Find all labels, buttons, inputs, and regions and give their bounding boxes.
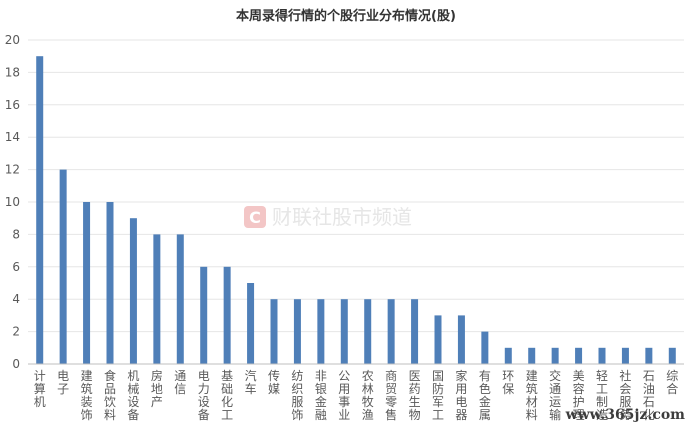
x-category-label: 房地产 <box>151 368 163 409</box>
x-category-label: 汽车 <box>245 368 257 396</box>
bar-20 <box>504 347 512 364</box>
x-category-label: 公用事业 <box>338 369 350 422</box>
y-axis-ticks: 0 2 4 6 8 10 12 14 16 18 20 <box>5 33 20 371</box>
bar-1 <box>59 169 67 364</box>
x-category-label: 传媒 <box>268 368 280 396</box>
bar-22 <box>551 347 559 364</box>
bars <box>36 56 676 364</box>
x-category-label: 有色金属 <box>479 369 491 422</box>
bar-26 <box>645 347 653 364</box>
y-tick-label: 14 <box>5 130 20 144</box>
bar-23 <box>575 347 583 364</box>
y-tick-label: 16 <box>5 98 20 112</box>
watermark-logo-letter: C <box>249 208 261 227</box>
bar-5 <box>153 234 161 364</box>
watermark-text: 财联社股市频道 <box>272 205 412 229</box>
y-tick-label: 10 <box>5 195 20 209</box>
x-category-label: 通信 <box>174 369 186 396</box>
bar-12 <box>317 299 325 364</box>
y-tick-label: 18 <box>5 65 20 79</box>
bar-0 <box>36 56 44 364</box>
x-category-label: 交通运输 <box>549 368 561 422</box>
x-category-label: 基础化工 <box>221 369 233 422</box>
watermark-logo-icon <box>244 206 266 228</box>
bar-7 <box>200 266 208 364</box>
bar-6 <box>176 234 184 364</box>
bar-24 <box>598 347 606 364</box>
x-category-label: 轻工制造 <box>596 369 608 422</box>
bar-18 <box>457 315 465 364</box>
x-category-label: 农林牧渔 <box>362 369 374 422</box>
x-category-label: 机械设备 <box>127 369 139 422</box>
x-category-label: 环保 <box>502 369 514 396</box>
x-category-label: 石油石化 <box>643 369 655 422</box>
bar-25 <box>621 347 629 364</box>
x-category-label: 商贸零售 <box>385 368 397 422</box>
x-category-label: 电子 <box>57 369 69 396</box>
x-category-label: 电力设备 <box>198 369 210 422</box>
x-axis-categories: 计算机电子建筑装饰食品饮料机械设备房地产通信电力设备基础化工汽车传媒纺织服饰非银… <box>34 368 679 422</box>
bar-21 <box>528 347 536 364</box>
x-category-label: 建筑装饰 <box>81 369 93 422</box>
x-category-label: 计算机 <box>34 369 46 409</box>
gridlines <box>28 39 684 333</box>
x-category-label: 非银金融 <box>315 369 327 422</box>
bar-2 <box>83 202 91 364</box>
chart-title: 本周录得行情的个股行业分布情况(股) <box>236 8 456 24</box>
x-category-label: 医药生物 <box>409 369 421 422</box>
bar-14 <box>364 299 372 364</box>
bar-3 <box>106 202 114 364</box>
x-category-label: 纺织服饰 <box>291 369 303 422</box>
bar-27 <box>668 347 676 364</box>
x-category-label: 社会服务 <box>619 368 631 422</box>
bar-13 <box>340 299 348 364</box>
bar-19 <box>481 331 489 364</box>
bar-17 <box>434 315 442 364</box>
watermark: C 财联社股市频道 <box>244 205 412 229</box>
bar-8 <box>223 266 231 364</box>
bar-11 <box>293 299 301 364</box>
y-tick-label: 4 <box>12 292 20 306</box>
y-tick-label: 12 <box>5 163 20 177</box>
site-watermark: www.365jz.com <box>565 407 686 423</box>
x-category-label: 国防军工 <box>432 369 444 422</box>
y-tick-label: 6 <box>12 260 20 274</box>
x-category-label: 建筑材料 <box>526 369 538 422</box>
y-tick-label: 20 <box>5 33 20 47</box>
bar-9 <box>247 283 255 364</box>
y-tick-label: 0 <box>12 357 20 371</box>
x-category-label: 美容护理 <box>573 369 585 422</box>
x-category-label: 综合 <box>666 369 678 396</box>
x-category-label: 家用电器 <box>455 368 467 422</box>
x-category-label: 食品饮料 <box>104 368 116 422</box>
bar-10 <box>270 299 278 364</box>
y-tick-label: 2 <box>12 325 20 339</box>
y-tick-label: 8 <box>12 227 20 241</box>
bar-15 <box>387 299 395 364</box>
bar-16 <box>411 299 419 364</box>
bar-4 <box>129 218 137 364</box>
